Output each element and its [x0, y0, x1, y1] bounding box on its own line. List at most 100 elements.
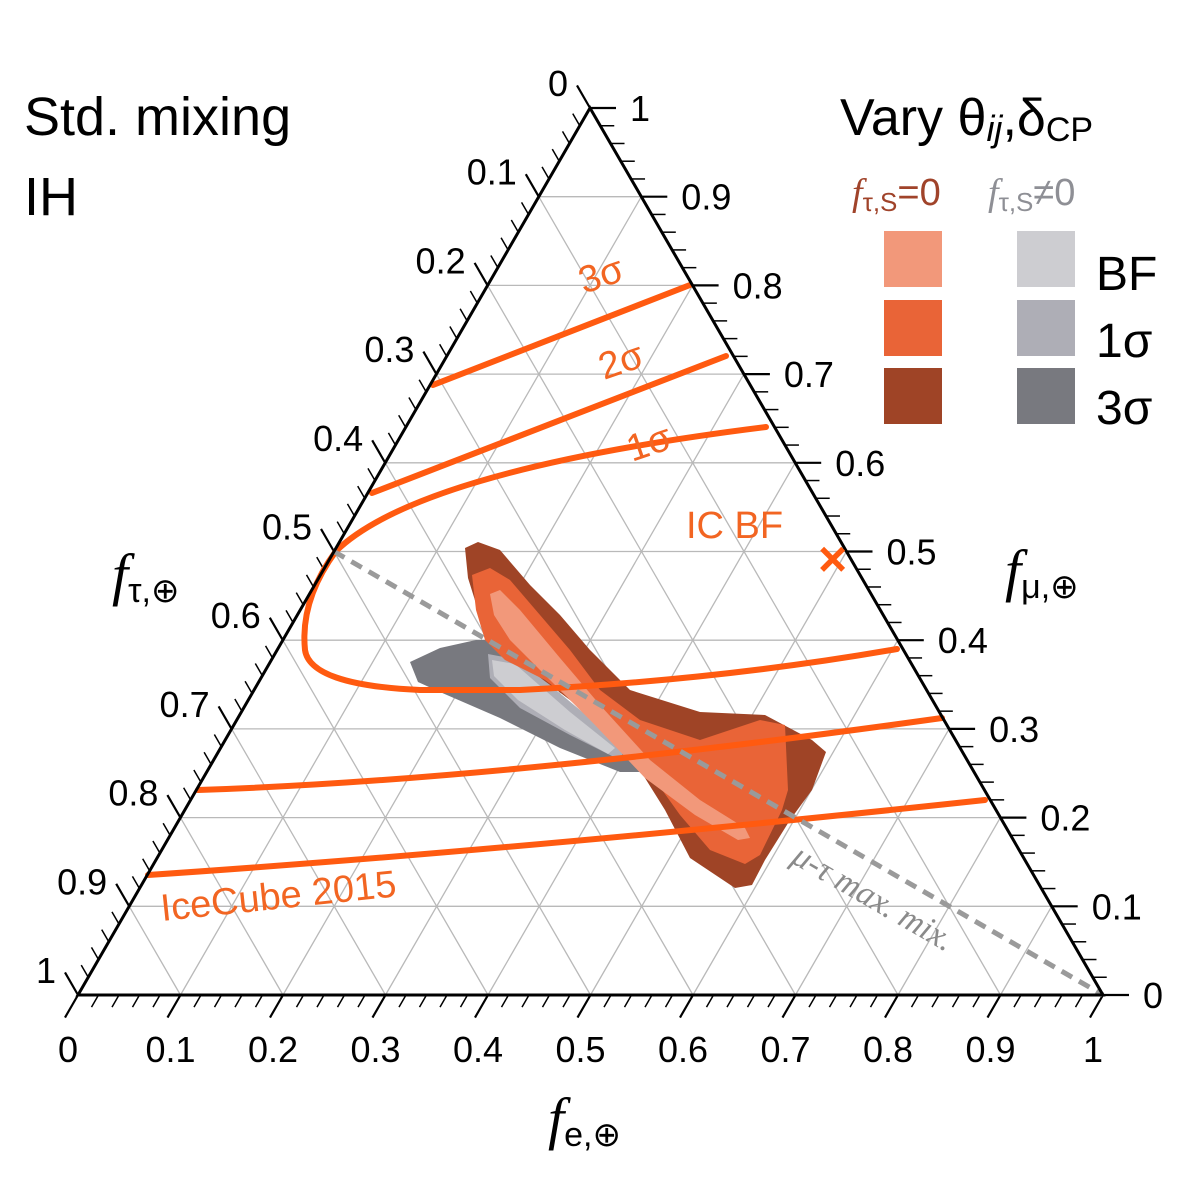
tick-label-fe-3: 0.3 — [350, 1029, 400, 1070]
tick-label-fmu-0: 0 — [1143, 975, 1163, 1016]
tick-label-fmu-7: 0.7 — [784, 354, 834, 395]
tick-fe-17 — [418, 994, 428, 1008]
tick-ftau-43 — [142, 858, 151, 872]
grid-ftau-1 — [538, 196, 1002, 996]
tick-fe-39 — [869, 994, 879, 1008]
legend-col1-title: fτ,S=0 — [852, 172, 941, 217]
legend-swatch-ftauS0-2 — [884, 368, 942, 424]
tick-ftau-24 — [336, 521, 345, 535]
tick-fe-37 — [828, 994, 838, 1008]
tick-fe-5 — [166, 994, 182, 1019]
tick-label-fe-10: 1 — [1083, 1029, 1103, 1070]
tick-fe-8 — [234, 994, 243, 1008]
tick-ftau-0 — [576, 84, 591, 109]
axis-title-fe: fe,⊕ — [548, 1086, 621, 1154]
tick-fe-7 — [213, 994, 223, 1008]
mutau-reference-line — [332, 549, 1105, 998]
tick-ftau-38 — [193, 769, 202, 783]
tick-fe-49 — [1074, 994, 1084, 1008]
label-3sigma: 3σ — [573, 248, 629, 302]
tick-fe-40 — [884, 994, 899, 1019]
tick-label-ftau-8: 0.8 — [108, 773, 158, 814]
tick-fe-46 — [1013, 994, 1022, 1008]
tick-fe-31 — [705, 994, 715, 1008]
grid-ftau-6 — [282, 639, 489, 996]
region-orange-1 — [472, 568, 788, 864]
tick-ftau-25 — [320, 528, 335, 553]
tick-fe-0 — [64, 994, 79, 1019]
tick-fe-34 — [767, 994, 776, 1008]
tick-fe-23 — [541, 994, 551, 1008]
tick-fe-30 — [679, 994, 694, 1019]
tick-ftau-1 — [572, 113, 581, 127]
tick-fe-25 — [576, 994, 592, 1019]
title-line-1: Std. mixing — [24, 87, 291, 147]
tick-label-fmu-3: 0.3 — [989, 709, 1039, 750]
axis-title-ftau: fτ,⊕ — [112, 542, 180, 610]
tick-label-fe-0: 0 — [58, 1029, 78, 1070]
tick-ftau-12 — [459, 308, 468, 322]
tick-fe-20 — [474, 994, 489, 1019]
tick-label-fmu-8: 0.8 — [733, 265, 783, 306]
tick-fe-43 — [951, 994, 961, 1008]
tick-label-ftau-7: 0.7 — [160, 684, 210, 725]
label-ic-bf: IC BF — [686, 505, 783, 547]
tick-fe-12 — [316, 994, 325, 1008]
region-orange-2 — [490, 590, 750, 840]
tick-fe-32 — [726, 994, 735, 1008]
tick-label-fmu-2: 0.2 — [1040, 798, 1090, 839]
tick-label-fe-1: 0.1 — [145, 1029, 195, 1070]
legend-heading: Vary θij,δCP — [840, 89, 1093, 149]
grid-fe-9 — [999, 905, 1053, 996]
tick-ftau-30 — [268, 617, 284, 641]
tick-fe-1 — [90, 994, 100, 1008]
axis-sub-fe: e,⊕ — [564, 1116, 621, 1154]
tick-ftau-31 — [264, 645, 274, 659]
tick-fe-24 — [562, 994, 571, 1008]
tick-fe-47 — [1033, 994, 1043, 1008]
legend-swatch-ftauSnz-1 — [1017, 300, 1075, 356]
tick-label-fe-9: 0.9 — [965, 1029, 1015, 1070]
tick-label-fe-5: 0.5 — [555, 1029, 605, 1070]
triangle-frame — [75, 105, 1106, 997]
tick-fe-44 — [972, 994, 981, 1008]
legend-swatches — [884, 231, 1075, 424]
tick-ftau-11 — [469, 290, 479, 304]
tick-ftau-36 — [213, 734, 223, 748]
tick-fe-33 — [746, 994, 756, 1008]
tick-ftau-37 — [203, 751, 212, 765]
tick-ftau-5 — [524, 173, 540, 198]
tick-ftau-9 — [490, 255, 499, 269]
tick-fe-11 — [295, 994, 305, 1008]
tick-ftau-40 — [166, 794, 182, 819]
tick-ftau-35 — [217, 705, 233, 730]
tick-ftau-6 — [520, 201, 530, 215]
contour-line-1 — [369, 353, 729, 496]
tick-fe-16 — [398, 994, 407, 1008]
tick-fe-26 — [603, 994, 612, 1008]
tick-ftau-23 — [346, 503, 356, 517]
tick-label-ftau-9: 0.9 — [57, 861, 107, 902]
tick-ftau-45 — [115, 883, 131, 907]
tick-fe-50 — [1089, 994, 1104, 1019]
legend-row-3sigma: 3σ — [1096, 382, 1152, 435]
tick-label-ftau-10: 1 — [36, 950, 56, 991]
tick-label-fmu-5: 0.5 — [887, 532, 937, 573]
tick-ftau-32 — [254, 663, 263, 677]
region-grey-2 — [492, 660, 615, 754]
tick-ftau-10 — [473, 262, 489, 286]
tick-ftau-20 — [371, 439, 387, 464]
tick-label-ftau-2: 0.2 — [416, 240, 466, 281]
tick-ftau-42 — [152, 840, 161, 854]
tick-fe-4 — [152, 994, 161, 1008]
tick-label-ftau-5: 0.5 — [262, 507, 312, 548]
tick-fe-18 — [439, 994, 448, 1008]
tick-ftau-18 — [398, 414, 407, 428]
tick-fe-41 — [910, 994, 920, 1008]
tick-ftau-34 — [234, 698, 243, 712]
tick-ftau-7 — [510, 219, 519, 233]
tick-fe-21 — [500, 994, 510, 1008]
ic-bf-marker: × — [818, 531, 847, 587]
triangle-outline — [75, 105, 1106, 997]
